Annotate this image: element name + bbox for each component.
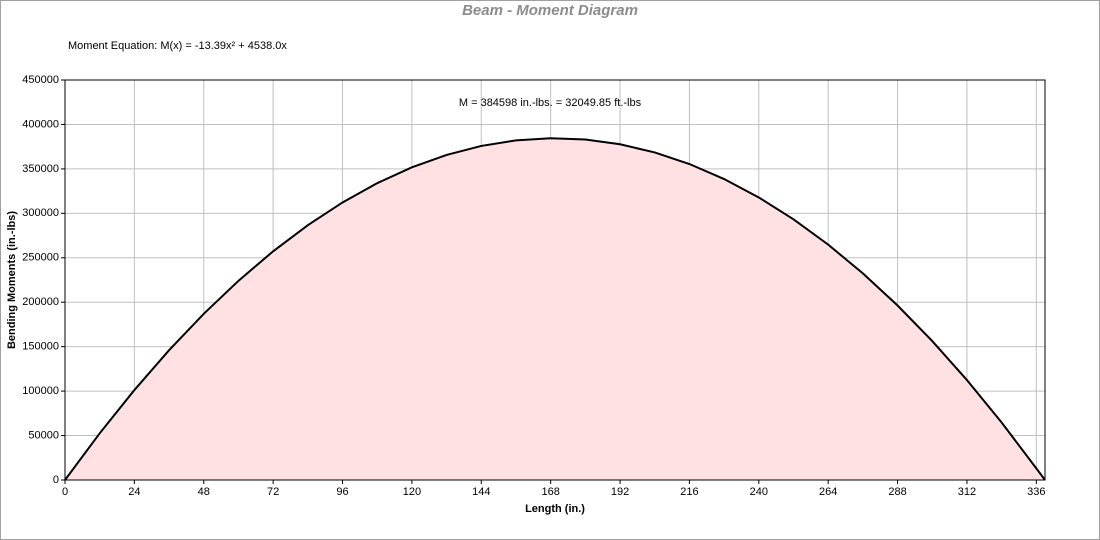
chart-title: Beam - Moment Diagram (462, 2, 638, 19)
x-tick-label: 264 (819, 486, 837, 498)
area-fill (65, 138, 1045, 480)
x-tick-label: 144 (472, 486, 490, 498)
moment-line (64, 137, 1046, 481)
plot-area: 0 50000 100000 150000 200000 250000 300000 3500… (22, 74, 1046, 498)
y-tick-label: 50000 (28, 429, 59, 441)
annotation: M = 384598 in.-lbs. = 32049.85 ft.-lbs (459, 97, 642, 109)
x-tick-label: 0 (62, 486, 68, 498)
x-tick-label: 312 (958, 486, 976, 498)
x-tick-label: 336 (1027, 486, 1045, 498)
x-tick-label: 48 (198, 486, 210, 498)
y-tick-label: 150000 (22, 341, 59, 353)
y-tick-label: 300000 (22, 207, 59, 219)
x-axis-label: Length (in.) (525, 503, 585, 515)
y-tick-label: 450000 (22, 74, 59, 86)
x-tick-label: 288 (888, 486, 906, 498)
plot-border (64, 79, 1046, 481)
y-axis-label: Bending Moments (in.-lbs) (6, 211, 18, 349)
x-tick-label: 96 (336, 486, 348, 498)
x-tick-label: 168 (541, 486, 559, 498)
y-tick-label: 350000 (22, 163, 59, 175)
y-tick-label: 400000 (22, 118, 59, 130)
x-tick-label: 120 (403, 486, 421, 498)
equation: Moment Equation: M(x) = -13.39x² + 4538.… (68, 40, 287, 52)
x-tick-label: 192 (611, 486, 629, 498)
y-tick-label: 0 (53, 474, 59, 486)
y-tick-label: 100000 (22, 385, 59, 397)
x-tick-label: 240 (750, 486, 768, 498)
y-tick-label: 250000 (22, 252, 59, 264)
x-tick-label: 24 (128, 486, 140, 498)
x-tick-label: 72 (267, 486, 279, 498)
x-tick-label: 216 (680, 486, 698, 498)
y-tick-label: 200000 (22, 296, 59, 308)
